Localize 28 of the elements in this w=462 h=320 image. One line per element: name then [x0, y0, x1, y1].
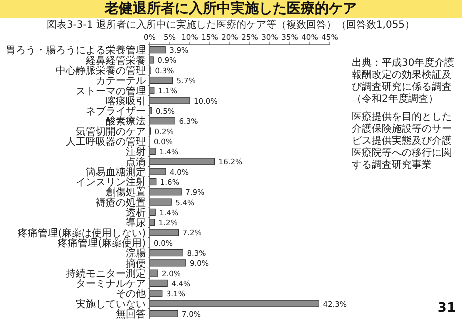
y-tick-label: 酸素療法 — [106, 116, 146, 128]
text: 医療提供を目的とした介護保険施設等のサービス提供実態及び介護医療院等への移行に関する調査研究事業 — [352, 112, 453, 172]
y-tick-label: 持続モニター測定 — [66, 268, 146, 280]
chart-title: 老健退所者に入所中実施した医療的ケア — [0, 0, 462, 18]
y-tick-label: ターミナルケア — [76, 279, 146, 290]
text: 31 — [438, 301, 456, 316]
y-tick-label: 摘便 — [126, 258, 146, 270]
y-tick-label: 簡易血糖測定 — [86, 166, 146, 178]
chart-subtitle: 図表3-3-1 退所者に入所中に実施した医療的ケア等（複数回答）（回答数1,055） — [46, 20, 416, 32]
source-note: 出典：平成30年度介護報酬改定の効果検証及び調査研究に係る調査（令和2年度調査） — [352, 58, 456, 106]
y-tick-label: 中心静脈栄養の管理 — [56, 64, 146, 77]
y-tick-label: 喀痰吸引 — [106, 95, 146, 108]
y-tick-label: カテーテル — [96, 76, 146, 88]
y-tick-label: 褥瘡の処置 — [96, 196, 146, 209]
y-tick-label: 点滴 — [126, 156, 146, 168]
y-tick-label: 経鼻経管栄養 — [85, 54, 146, 67]
y-tick-label: 導尿 — [126, 217, 146, 230]
y-tick-label: ストーマの管理 — [76, 86, 146, 98]
y-tick-label: 胃ろう・腸ろうによる栄養管理 — [6, 44, 146, 57]
y-tick-label: 気管切開のケア — [76, 126, 146, 138]
y-tick-label: 注射 — [126, 146, 146, 158]
y-tick-label: 疼痛管理(麻薬使用) — [58, 237, 146, 250]
y-tick-label: 浣腸 — [126, 248, 146, 260]
y-tick-label: その他 — [116, 288, 146, 300]
y-tick-label: 創傷処置 — [106, 186, 146, 199]
y-tick-label: 疼痛管理(麻薬は使用しない) — [18, 227, 146, 240]
y-tick-label: 実施していない — [76, 298, 146, 310]
y-tick-label: 無回答 — [116, 308, 146, 320]
